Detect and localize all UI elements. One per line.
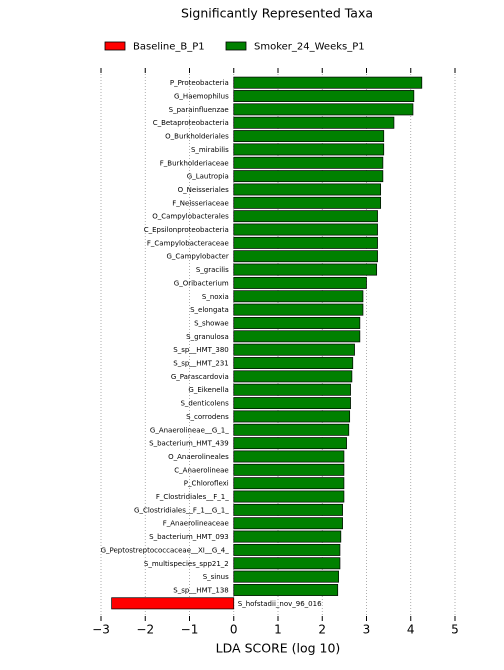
category-label: S_elongata [190, 306, 229, 314]
legend-label: Smoker_24_Weeks_P1 [254, 42, 365, 53]
bar [233, 477, 345, 490]
bar [233, 130, 385, 143]
x-tick-label: 1 [274, 623, 282, 637]
chart-title: Significantly Represented Taxa [181, 6, 373, 21]
bar [233, 557, 341, 570]
category-label: S_multispecies_spp21_2 [144, 560, 229, 568]
category-label: C_Anaerolineae [174, 466, 228, 474]
x-tick-label: 5 [451, 623, 459, 637]
x-tick-label: 3 [363, 623, 371, 637]
bar [233, 343, 355, 356]
bar [233, 463, 345, 476]
x-tick-label: −2 [136, 623, 154, 637]
bar [233, 276, 367, 289]
x-tick-label: 4 [407, 623, 415, 637]
category-label: O_Campylobacterales [152, 213, 229, 221]
category-label: G_Lautropia [187, 173, 229, 181]
x-tick-label: −3 [92, 623, 110, 637]
x-axis-label: LDA SCORE (log 10) [216, 641, 341, 656]
category-label: F_Clostridiales__F_1_ [156, 493, 229, 501]
category-label: G_Parascardovia [171, 373, 229, 381]
legend-label: Baseline_B_P1 [133, 42, 205, 53]
category-label: F_Burkholderiaceae [160, 159, 229, 167]
bar [233, 263, 378, 276]
bar [233, 223, 378, 236]
category-label: S_noxia [202, 293, 229, 301]
category-label: S_showae [194, 319, 229, 327]
legend-swatch [225, 41, 247, 51]
bar [233, 397, 351, 410]
bar [233, 196, 382, 209]
category-label: S_sp__HMT_380 [173, 346, 228, 354]
category-label: O_Burkholderiales [165, 133, 229, 141]
bar [233, 450, 345, 463]
category-label: S_granulosa [186, 333, 229, 341]
x-tick-label: 0 [230, 623, 238, 637]
bar [233, 76, 423, 89]
category-label: G_Eikenella [188, 386, 228, 394]
bar [233, 156, 384, 169]
category-label: S_mirabilis [191, 146, 229, 154]
category-label: G_Anaerolineae__G_1_ [150, 426, 229, 434]
category-label: S_bacterium_HMT_439 [149, 440, 229, 448]
category-label: F_Anaerolineaceae [163, 520, 229, 528]
bar [233, 330, 361, 343]
bar [233, 317, 361, 329]
bar [233, 357, 354, 369]
category-label: O_Anaerolineales [168, 453, 229, 461]
category-label: S_denticolens [180, 400, 229, 408]
bar [233, 143, 385, 156]
category-label: S_sp__HMT_231 [173, 360, 228, 368]
bar [233, 437, 347, 450]
bar [233, 423, 350, 436]
category-label: G_Clostridiales__F_1__G_1_ [134, 506, 229, 514]
category-label: S_bacterium_HMT_093 [149, 533, 229, 541]
bar [233, 383, 351, 396]
bar [233, 290, 364, 303]
bar [233, 530, 342, 543]
bar [233, 170, 384, 183]
x-tick-label: −1 [181, 623, 199, 637]
bar [233, 90, 415, 102]
bar [233, 116, 395, 129]
category-label: F_Neisseriaceae [172, 199, 228, 207]
category-label: S_parainfluenzae [169, 106, 229, 114]
bar [111, 597, 235, 610]
category-label: P_Chloroflexi [184, 480, 229, 488]
bar [233, 236, 378, 249]
bar [233, 303, 364, 316]
bar [233, 210, 378, 223]
bar [233, 543, 341, 556]
x-tick-label: 2 [318, 623, 326, 637]
category-label: G_Campylobacter [167, 253, 229, 261]
category-label: S_sinus [203, 573, 229, 581]
category-label: C_Betaproteobacteria [153, 119, 229, 127]
bar [233, 490, 345, 503]
bar [233, 250, 378, 263]
category-label: S_corrodens [186, 413, 229, 421]
category-label: G_Oribacterium [174, 279, 229, 287]
bar [233, 570, 339, 583]
bar [233, 183, 382, 196]
bar [233, 517, 343, 530]
category-label: S_gracilis [196, 266, 229, 274]
category-label: G_Haemophilus [174, 93, 229, 101]
category-label: O_Neisseriales [178, 186, 229, 194]
category-label: S_sp__HMT_138 [173, 586, 228, 594]
bar [233, 103, 414, 116]
bar [233, 584, 339, 596]
category-label: C_Epsilonproteobacteria [144, 226, 229, 234]
category-label: G_Peptostreptococcaceae__XI__G_4_ [101, 546, 230, 554]
bar [233, 370, 353, 383]
bar [233, 410, 351, 423]
category-label: S_hofstadii_nov_96_016 [238, 600, 322, 608]
category-label: P_Proteobacteria [170, 79, 229, 87]
legend-swatch [104, 41, 126, 51]
bar [233, 503, 343, 516]
category-label: F_Campylobacteraceae [147, 239, 229, 247]
